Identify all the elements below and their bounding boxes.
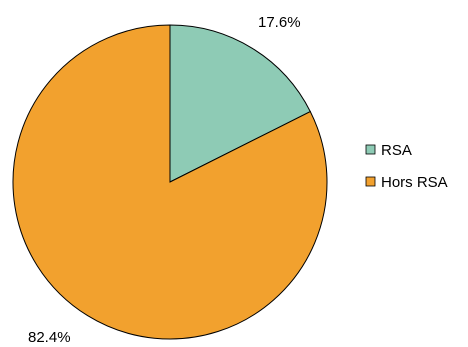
legend-label-hors-rsa: Hors RSA <box>381 174 448 191</box>
legend: RSA Hors RSA <box>365 142 448 191</box>
legend-swatch-hors-rsa <box>365 176 376 187</box>
data-label-rsa: 17.6% <box>258 14 301 31</box>
pie-slices <box>12 24 328 340</box>
data-label-hors-rsa: 82.4% <box>28 329 71 346</box>
pie-slice-hors-rsa <box>12 24 328 340</box>
legend-label-rsa: RSA <box>381 142 412 159</box>
pie-slice-rsa <box>169 24 312 183</box>
legend-swatch-rsa <box>365 144 376 155</box>
